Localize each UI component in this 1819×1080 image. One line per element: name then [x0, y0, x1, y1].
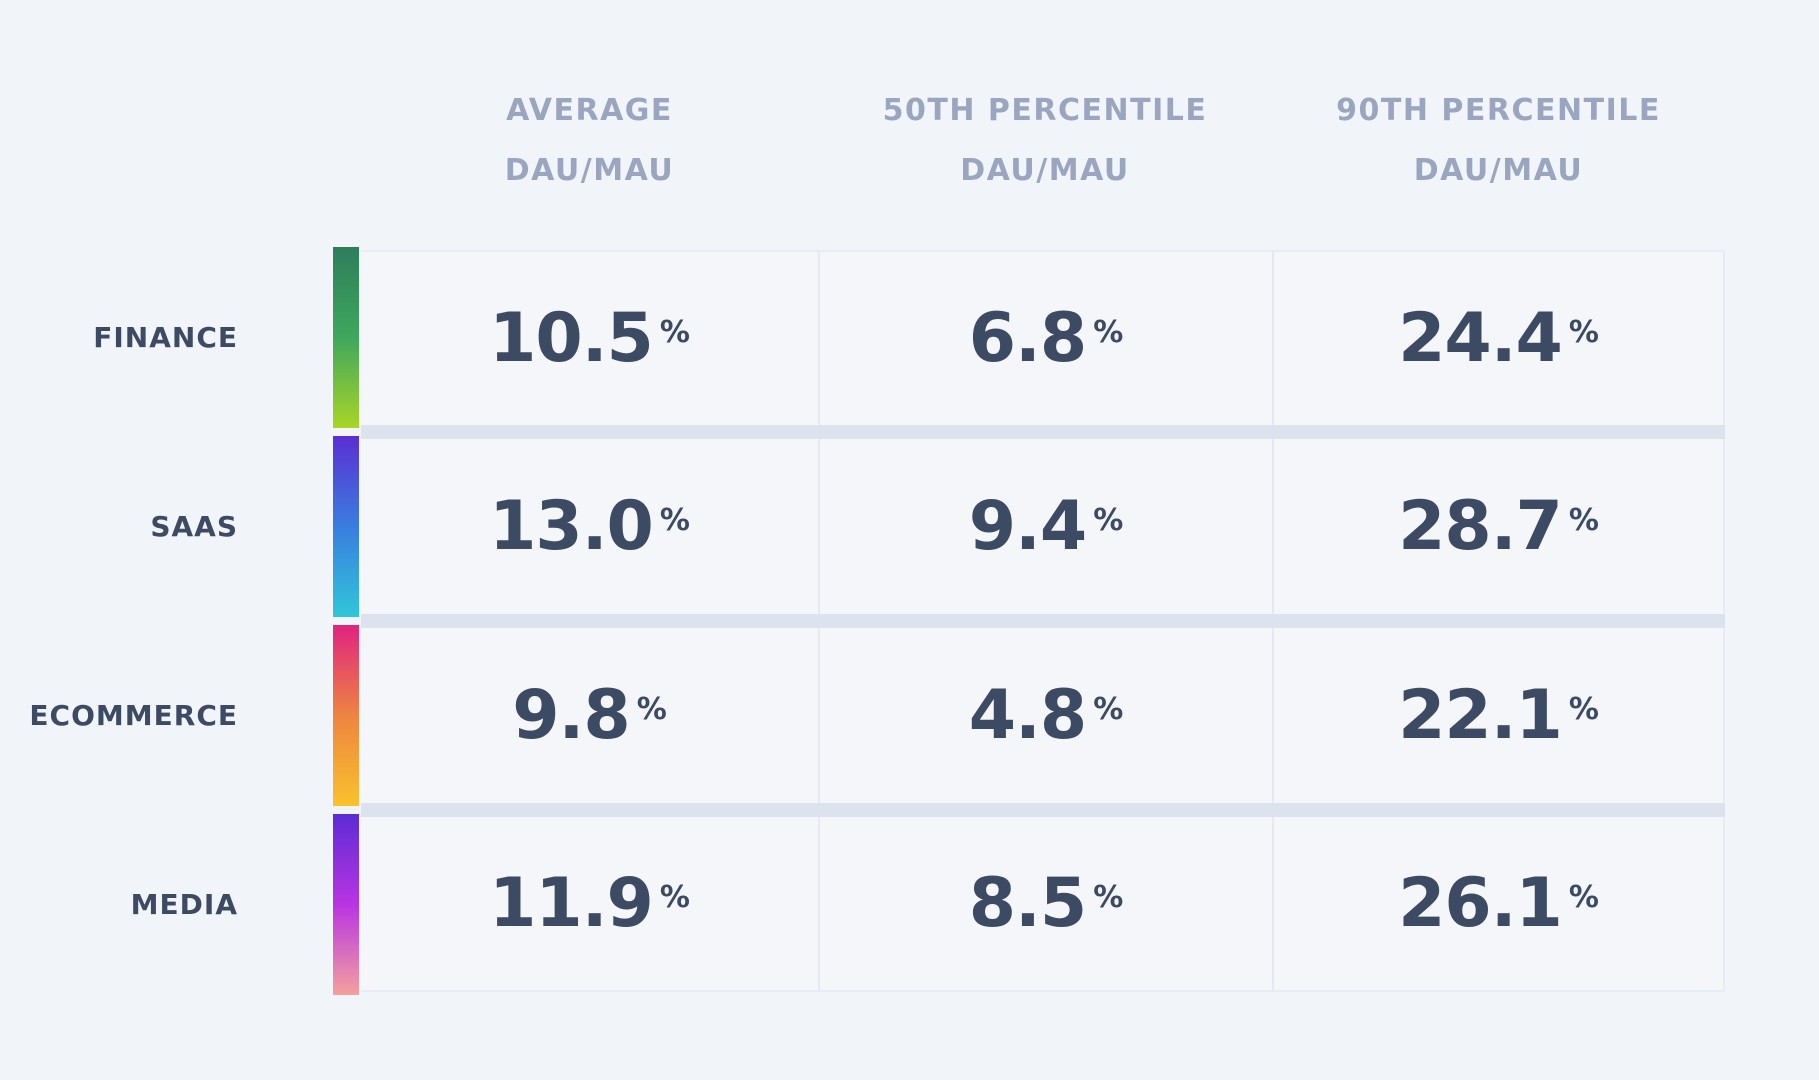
- column-header-line1: AVERAGE: [506, 93, 673, 128]
- row-divider: [361, 425, 1725, 439]
- value-number: 11.9: [489, 863, 654, 943]
- percent-sign: %: [1568, 502, 1599, 538]
- value-number: 22.1: [1398, 675, 1563, 755]
- percent-sign: %: [1093, 879, 1124, 915]
- value-number: 10.5: [489, 298, 654, 378]
- finance-gradient-bar: [333, 247, 359, 428]
- value-number: 9.8: [512, 675, 630, 755]
- value-number: 8.5: [968, 863, 1087, 943]
- cell-ecommerce-50th: 4.8%: [818, 628, 1272, 803]
- value-number: 6.8: [968, 298, 1087, 378]
- row-label-ecommerce: ECOMMERCE: [29, 699, 238, 732]
- percent-sign: %: [1093, 314, 1124, 350]
- cell-finance-90th: 24.4%: [1272, 250, 1725, 425]
- row-label-finance: FINANCE: [93, 321, 238, 354]
- column-header-90th-percentile: 90TH PERCENTILE DAU/MAU: [1272, 0, 1725, 250]
- cell-finance-50th: 6.8%: [818, 250, 1272, 425]
- percent-sign: %: [659, 314, 690, 350]
- saas-gradient-bar: [333, 436, 359, 617]
- ecommerce-bar-cell: [333, 625, 361, 806]
- benchmark-grid: AVERAGE DAU/MAU 50TH PERCENTILE DAU/MAU …: [29, 0, 1725, 995]
- row-divider: [361, 803, 1725, 817]
- row-divider: [361, 614, 1725, 628]
- row-label-saas: SAAS: [150, 510, 238, 543]
- column-header-line1: 50TH PERCENTILE: [882, 93, 1208, 128]
- saas-bar-cell: [333, 436, 361, 617]
- value-number: 26.1: [1398, 863, 1563, 943]
- percent-sign: %: [659, 502, 690, 538]
- cell-finance-average: 10.5%: [361, 250, 818, 425]
- percent-sign: %: [1568, 879, 1599, 915]
- column-header-average: AVERAGE DAU/MAU: [361, 0, 818, 250]
- cell-saas-average: 13.0%: [361, 439, 818, 614]
- media-gradient-bar: [333, 814, 359, 995]
- column-header-line1: 90TH PERCENTILE: [1336, 93, 1661, 128]
- percent-sign: %: [659, 879, 690, 915]
- cell-ecommerce-average: 9.8%: [361, 628, 818, 803]
- value-number: 24.4: [1398, 298, 1563, 378]
- percent-sign: %: [1568, 691, 1599, 727]
- percent-sign: %: [1568, 314, 1599, 350]
- cell-media-90th: 26.1%: [1272, 817, 1725, 992]
- cell-saas-90th: 28.7%: [1272, 439, 1725, 614]
- cell-saas-50th: 9.4%: [818, 439, 1272, 614]
- value-number: 28.7: [1398, 486, 1563, 566]
- row-label-media: MEDIA: [130, 888, 238, 921]
- finance-bar-cell: [333, 247, 361, 428]
- cell-media-50th: 8.5%: [818, 817, 1272, 992]
- column-header-line2: DAU/MAU: [1413, 153, 1584, 188]
- percent-sign: %: [1093, 691, 1124, 727]
- percent-sign: %: [1093, 502, 1124, 538]
- column-header-line2: DAU/MAU: [504, 153, 675, 188]
- value-number: 4.8: [968, 675, 1087, 755]
- percent-sign: %: [636, 691, 667, 727]
- column-header-50th-percentile: 50TH PERCENTILE DAU/MAU: [818, 0, 1272, 250]
- value-number: 9.4: [968, 486, 1087, 566]
- media-bar-cell: [333, 814, 361, 995]
- cell-media-average: 11.9%: [361, 817, 818, 992]
- column-header-line2: DAU/MAU: [960, 153, 1130, 188]
- value-number: 13.0: [489, 486, 654, 566]
- ecommerce-gradient-bar: [333, 625, 359, 806]
- cell-ecommerce-90th: 22.1%: [1272, 628, 1725, 803]
